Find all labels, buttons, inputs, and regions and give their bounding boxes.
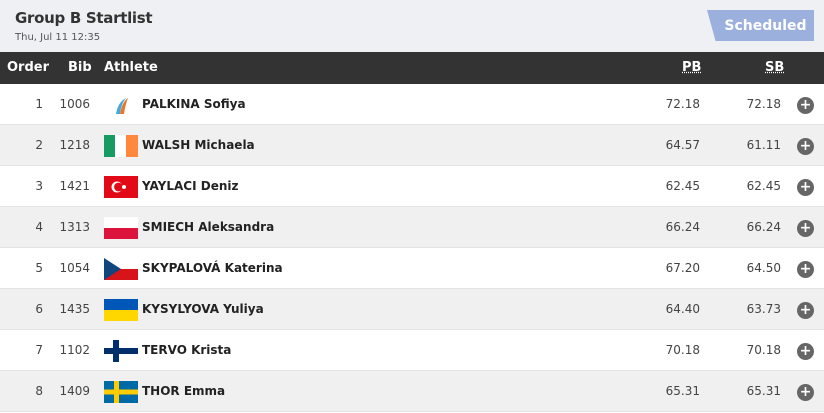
pb-cell: 67.20 (665, 261, 700, 275)
order-cell: 1 (35, 97, 43, 111)
athlete-name[interactable]: SKYPALOVÁ Katerina (142, 261, 283, 275)
athlete-name[interactable]: WALSH Michaela (142, 138, 255, 152)
col-pb[interactable]: PB (682, 60, 702, 75)
order-cell: 7 (35, 343, 43, 357)
bib-cell: 1102 (59, 343, 90, 357)
bib-cell: 1218 (59, 138, 90, 152)
expand-plus-icon[interactable]: + (797, 302, 814, 319)
pb-cell: 62.45 (665, 179, 700, 193)
ireland-flag-icon (104, 135, 138, 157)
order-cell: 6 (35, 302, 43, 316)
bib-cell: 1054 (59, 261, 90, 275)
czech-republic-flag-icon (104, 258, 138, 280)
startlist-table: 1 1006 PALKINA Sofiya 72.18 72.18 +2 121… (0, 84, 824, 412)
order-cell: 4 (35, 220, 43, 234)
expand-plus-icon[interactable]: + (797, 138, 814, 155)
athlete-name[interactable]: PALKINA Sofiya (142, 97, 246, 111)
expand-plus-icon[interactable]: + (797, 384, 814, 401)
pb-cell: 65.31 (665, 384, 700, 398)
order-cell: 3 (35, 179, 43, 193)
sweden-flag-icon (104, 381, 138, 403)
expand-plus-icon[interactable]: + (797, 261, 814, 278)
expand-plus-icon[interactable]: + (797, 220, 814, 237)
neutral-athlete-logo-flag-icon (104, 94, 138, 116)
col-sb[interactable]: SB (765, 60, 785, 75)
col-order[interactable]: Order (7, 60, 49, 75)
sb-cell: 66.24 (746, 220, 781, 234)
sb-cell: 61.11 (746, 138, 781, 152)
sb-cell: 63.73 (746, 302, 781, 316)
table-row[interactable]: 1 1006 PALKINA Sofiya 72.18 72.18 + (0, 84, 824, 125)
sb-cell: 62.45 (746, 179, 781, 193)
athlete-name[interactable]: KYSYLYOVA Yuliya (142, 302, 264, 316)
status-badge: Scheduled (707, 10, 814, 41)
ukraine-flag-icon (104, 299, 138, 321)
sb-cell: 65.31 (746, 384, 781, 398)
page-header: Group B Startlist Thu, Jul 11 12:35 Sche… (0, 0, 824, 52)
bib-cell: 1313 (59, 220, 90, 234)
table-row[interactable]: 7 1102 TERVO Krista 70.18 70.18 + (0, 330, 824, 371)
turkey-flag-icon (104, 176, 138, 198)
pb-cell: 70.18 (665, 343, 700, 357)
event-datetime: Thu, Jul 11 12:35 (15, 32, 101, 43)
sb-cell: 70.18 (746, 343, 781, 357)
athlete-name[interactable]: THOR Emma (142, 384, 226, 398)
page-title: Group B Startlist (15, 9, 153, 27)
athlete-name[interactable]: YAYLACI Deniz (142, 179, 239, 193)
bib-cell: 1435 (59, 302, 90, 316)
poland-flag-icon (104, 217, 138, 239)
athlete-name[interactable]: SMIECH Aleksandra (142, 220, 275, 234)
finland-flag-icon (104, 340, 138, 362)
col-athlete[interactable]: Athlete (104, 60, 158, 75)
order-cell: 8 (35, 384, 43, 398)
pb-cell: 64.57 (665, 138, 700, 152)
pb-cell: 66.24 (665, 220, 700, 234)
expand-plus-icon[interactable]: + (797, 179, 814, 196)
expand-plus-icon[interactable]: + (797, 343, 814, 360)
col-bib[interactable]: Bib (68, 60, 92, 75)
pb-cell: 64.40 (665, 302, 700, 316)
table-row[interactable]: 3 1421 YAYLACI Deniz 62.45 62.45 + (0, 166, 824, 207)
table-header: Order Bib Athlete PB SB (0, 52, 824, 84)
bib-cell: 1006 (59, 97, 90, 111)
pb-cell: 72.18 (665, 97, 700, 111)
table-row[interactable]: 2 1218 WALSH Michaela 64.57 61.11 + (0, 125, 824, 166)
bib-cell: 1421 (59, 179, 90, 193)
order-cell: 5 (35, 261, 43, 275)
table-row[interactable]: 8 1409 THOR Emma 65.31 65.31 + (0, 371, 824, 412)
table-row[interactable]: 6 1435 KYSYLYOVA Yuliya 64.40 63.73 + (0, 289, 824, 330)
order-cell: 2 (35, 138, 43, 152)
expand-plus-icon[interactable]: + (797, 97, 814, 114)
sb-cell: 64.50 (746, 261, 781, 275)
table-row[interactable]: 5 1054 SKYPALOVÁ Katerina 67.20 64.50 + (0, 248, 824, 289)
bib-cell: 1409 (59, 384, 90, 398)
table-row[interactable]: 4 1313 SMIECH Aleksandra 66.24 66.24 + (0, 207, 824, 248)
athlete-name[interactable]: TERVO Krista (142, 343, 232, 357)
sb-cell: 72.18 (746, 97, 781, 111)
